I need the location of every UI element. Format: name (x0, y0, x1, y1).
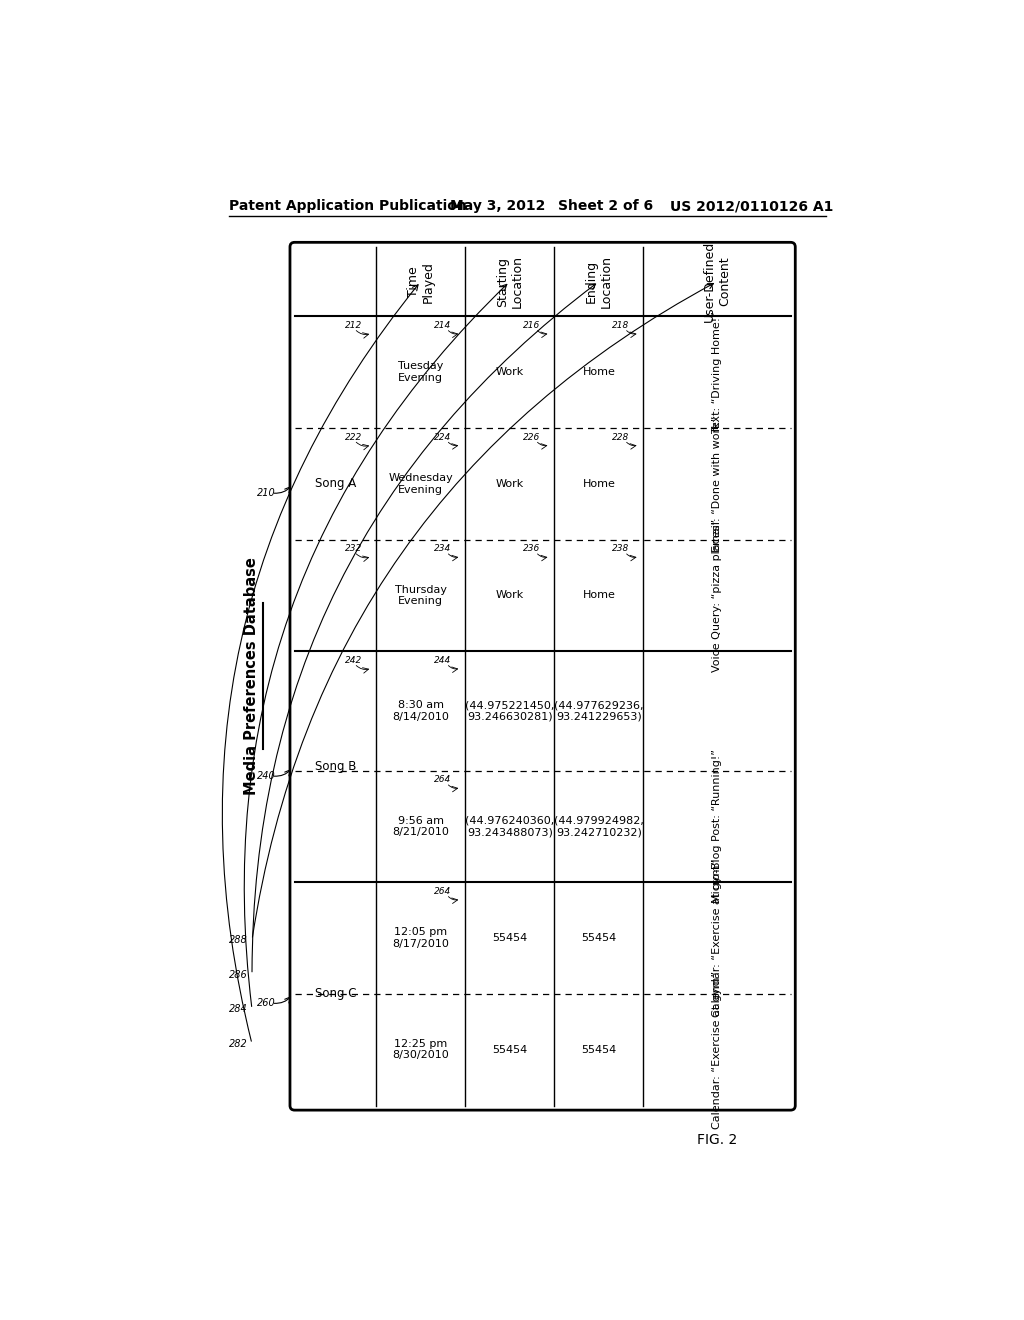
Text: FIG. 2: FIG. 2 (697, 1133, 737, 1147)
Text: (44.975221450,
93.246630281): (44.975221450, 93.246630281) (465, 700, 554, 722)
Text: 55454: 55454 (582, 1044, 616, 1055)
Text: Song A: Song A (314, 478, 356, 490)
Text: 55454: 55454 (493, 1044, 527, 1055)
Text: 284: 284 (229, 1005, 248, 1014)
Text: 242: 242 (345, 656, 362, 665)
Text: Micro-Blog Post: “Running!”: Micro-Blog Post: “Running!” (712, 750, 722, 903)
Text: 244: 244 (434, 656, 452, 665)
Text: 9:56 am
8/21/2010: 9:56 am 8/21/2010 (392, 816, 449, 837)
Text: 55454: 55454 (493, 933, 527, 942)
Text: 240: 240 (257, 771, 276, 781)
Text: 212: 212 (345, 321, 362, 330)
Text: 8:30 am
8/14/2010: 8:30 am 8/14/2010 (392, 700, 449, 722)
Text: May 3, 2012: May 3, 2012 (450, 199, 545, 213)
FancyBboxPatch shape (293, 246, 793, 1107)
Text: (44.979924982,
93.242710232): (44.979924982, 93.242710232) (554, 816, 644, 837)
Text: 210: 210 (257, 488, 276, 498)
Text: Sheet 2 of 6: Sheet 2 of 6 (558, 199, 653, 213)
FancyBboxPatch shape (290, 243, 796, 1110)
Text: Thursday
Evening: Thursday Evening (394, 585, 446, 606)
Text: Song C: Song C (314, 987, 356, 1001)
Text: 55454: 55454 (582, 933, 616, 942)
Text: Media Preferences Database: Media Preferences Database (245, 557, 259, 795)
Text: Starting
Location: Starting Location (496, 255, 523, 308)
Text: Calendar: “Exercise at gym”: Calendar: “Exercise at gym” (712, 970, 722, 1129)
Text: 12:25 pm
8/30/2010: 12:25 pm 8/30/2010 (392, 1039, 449, 1060)
Text: User-Defined
Content: User-Defined Content (703, 242, 731, 322)
Text: 222: 222 (345, 433, 362, 442)
Text: 214: 214 (434, 321, 452, 330)
Text: 288: 288 (229, 935, 248, 945)
Text: Home: Home (583, 367, 615, 378)
Text: 260: 260 (257, 998, 276, 1008)
Text: Patent Application Publication: Patent Application Publication (228, 199, 467, 213)
Text: 282: 282 (229, 1039, 248, 1049)
Text: 232: 232 (345, 544, 362, 553)
Text: 236: 236 (523, 544, 541, 553)
Text: US 2012/0110126 A1: US 2012/0110126 A1 (671, 199, 834, 213)
Text: Email: “Done with work”: Email: “Done with work” (712, 416, 722, 552)
Text: Wednesday
Evening: Wednesday Evening (388, 473, 453, 495)
Text: Voice Query: “pizza places”: Voice Query: “pizza places” (712, 519, 722, 672)
Text: Text: “Driving Home!”: Text: “Driving Home!” (712, 312, 722, 433)
Text: 264: 264 (434, 887, 452, 896)
Text: 226: 226 (523, 433, 541, 442)
Text: 216: 216 (523, 321, 541, 330)
Text: Tuesday
Evening: Tuesday Evening (398, 362, 443, 383)
Text: 12:05 pm
8/17/2010: 12:05 pm 8/17/2010 (392, 927, 449, 949)
Text: (44.977629236,
93.241229653): (44.977629236, 93.241229653) (554, 700, 643, 722)
Text: Work: Work (496, 367, 524, 378)
Text: 224: 224 (434, 433, 452, 442)
Text: 286: 286 (229, 970, 248, 979)
Text: 238: 238 (612, 544, 630, 553)
Text: 234: 234 (434, 544, 452, 553)
Text: Work: Work (496, 479, 524, 488)
Text: Ending
Location: Ending Location (585, 255, 612, 308)
Text: 228: 228 (612, 433, 630, 442)
Text: 264: 264 (434, 775, 452, 784)
Text: Work: Work (496, 590, 524, 601)
Text: Calendar: “Exercise at gym”: Calendar: “Exercise at gym” (712, 859, 722, 1018)
Text: Home: Home (583, 590, 615, 601)
Text: Home: Home (583, 479, 615, 488)
Text: (44.976240360,
93.243488073): (44.976240360, 93.243488073) (465, 816, 554, 837)
Text: 218: 218 (612, 321, 630, 330)
Text: Time
Played: Time Played (407, 260, 434, 302)
Text: Song B: Song B (314, 760, 356, 774)
